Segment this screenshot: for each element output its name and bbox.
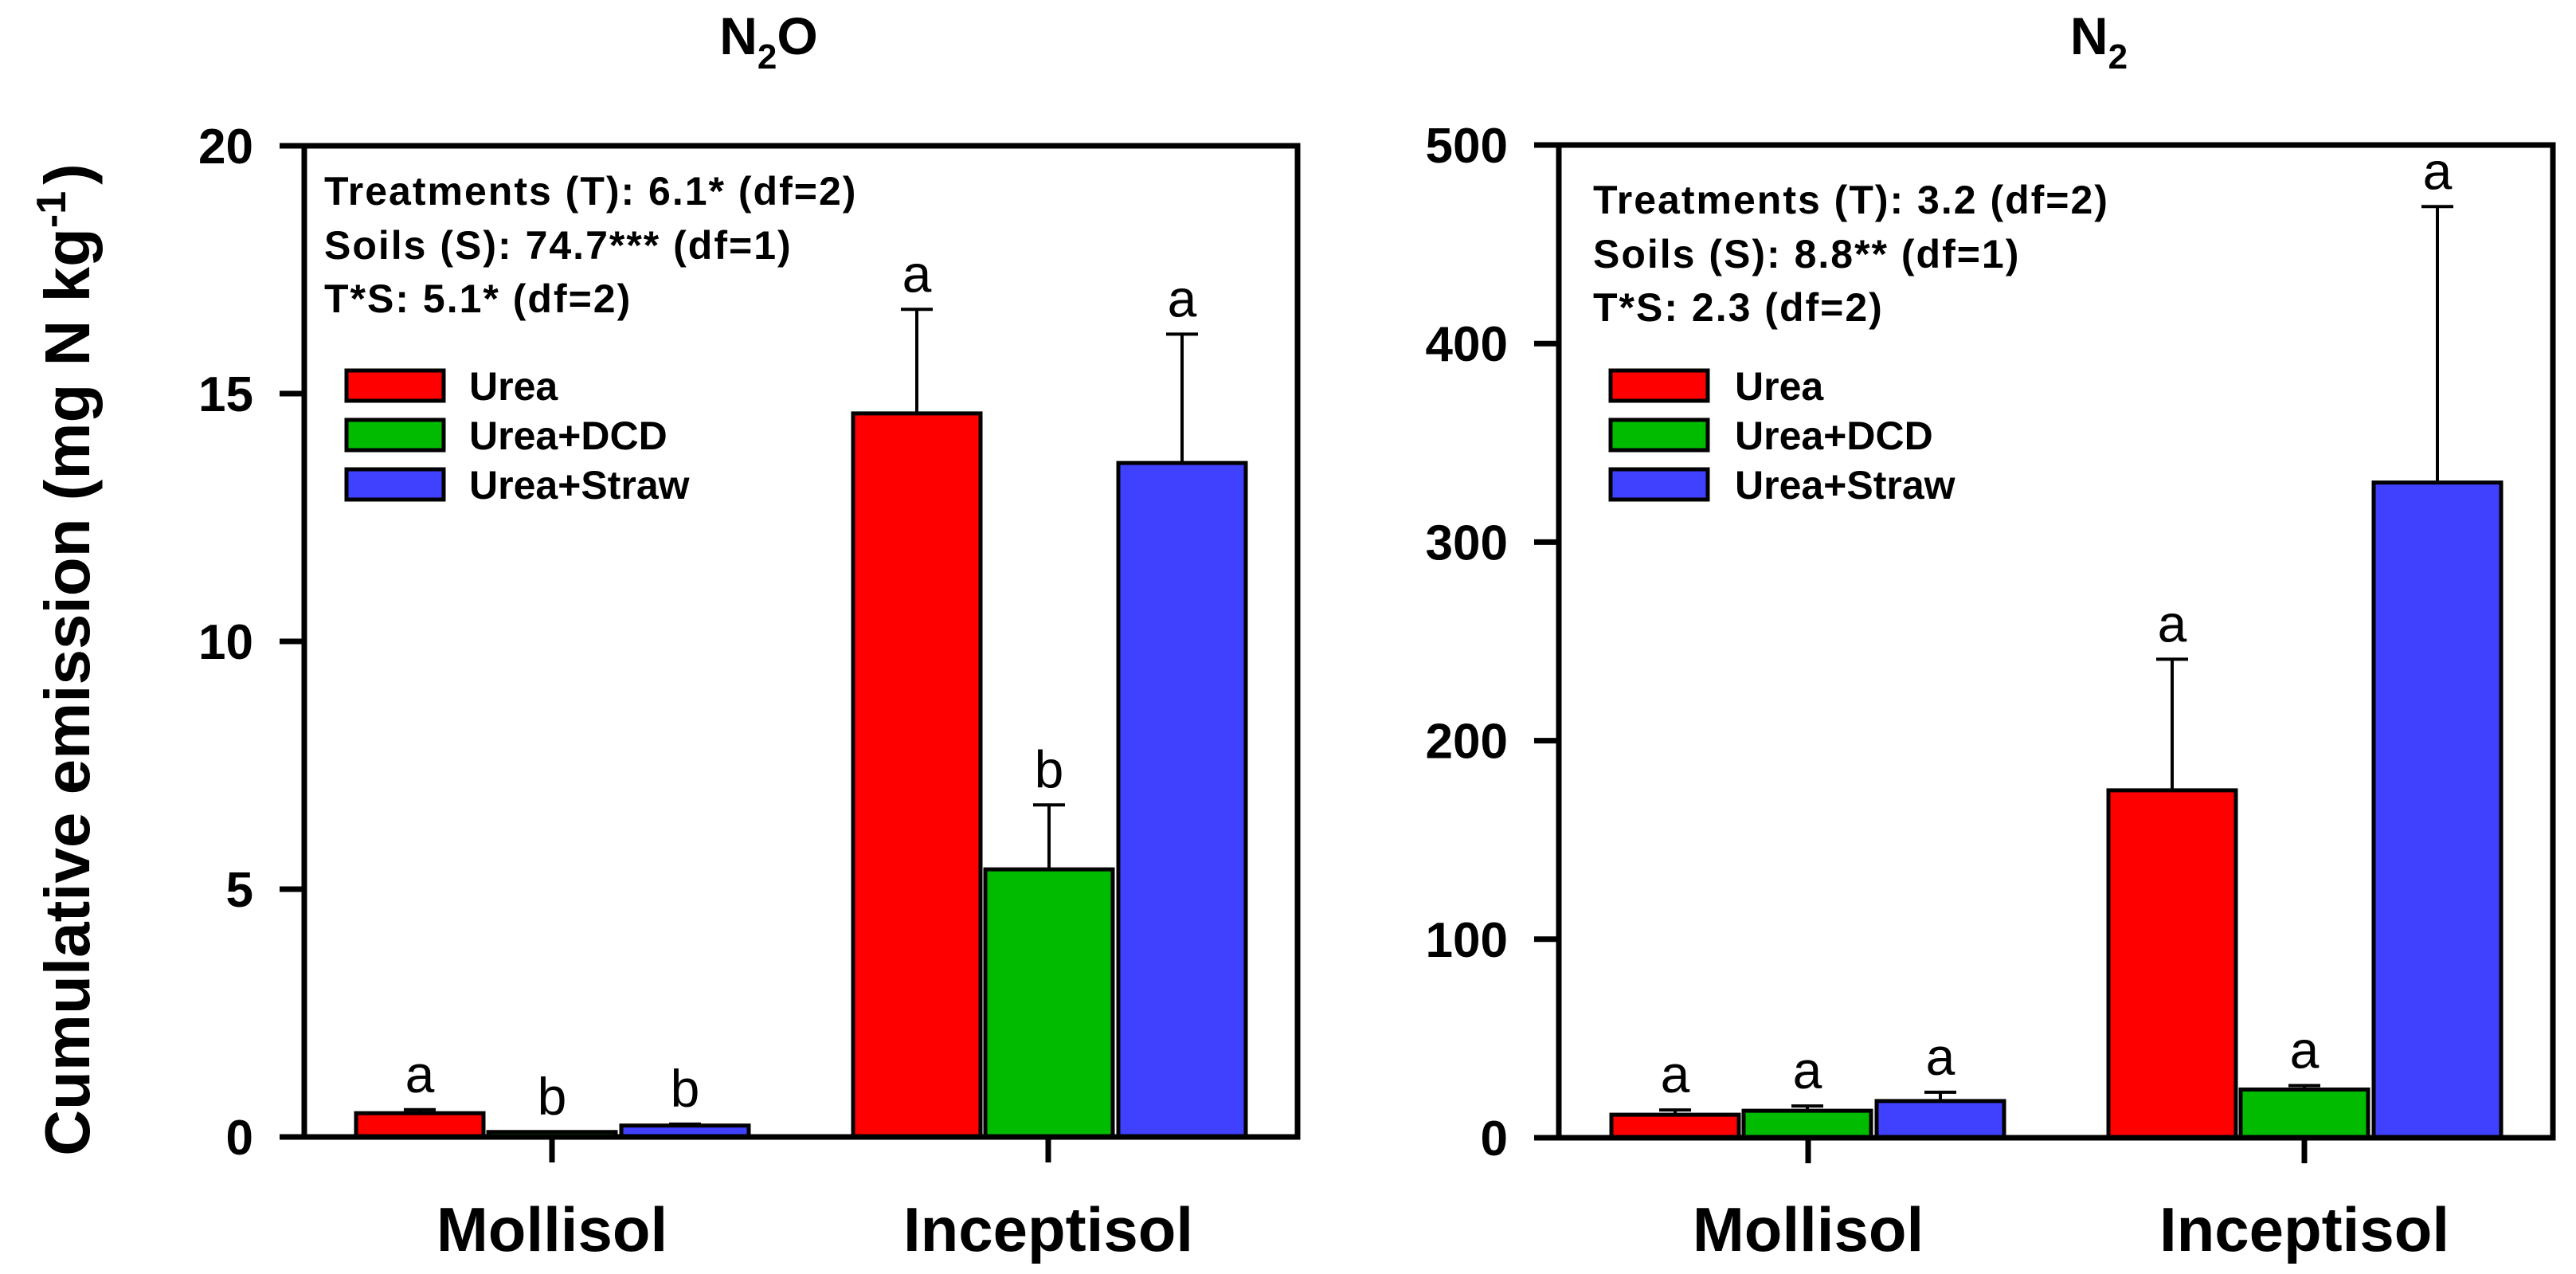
significance-letter: b	[671, 1059, 700, 1118]
significance-letters: a a a a a a	[1661, 141, 2453, 1103]
legend-swatch	[344, 368, 446, 403]
stat-line: T*S: 5.1* (df=2)	[324, 276, 632, 321]
legend-item: Urea+Straw	[344, 463, 690, 508]
bar-urea-dcd-mollisol	[1741, 1108, 1873, 1140]
y-tick-label: 400	[1426, 317, 1508, 372]
x-category-labels: Mollisol Inceptisol	[437, 1194, 1193, 1264]
y-tick-label: 10	[198, 615, 253, 670]
significance-letter: a	[902, 244, 932, 303]
title-subscript: 2	[2108, 37, 2128, 76]
y-axis-label-superscript: -1	[29, 191, 75, 228]
significance-letter: a	[2158, 594, 2187, 653]
anova-stats: Treatments (T): 6.1* (df=2) Soils (S): 7…	[324, 169, 857, 321]
legend-label: Urea	[469, 364, 558, 409]
significance-letter: a	[2423, 141, 2453, 200]
x-category-label: Inceptisol	[2159, 1194, 2449, 1264]
y-axis-label: Cumulative emission (mg N kg-1)	[29, 163, 103, 1156]
plot-frame	[301, 143, 1301, 1140]
significance-letter: a	[2290, 1020, 2320, 1079]
title-subscript: 2	[758, 37, 777, 76]
significance-letter: b	[538, 1067, 567, 1126]
x-ticks	[549, 1137, 1051, 1162]
y-tick-label: 200	[1426, 715, 1508, 770]
stat-line: Treatments (T): 3.2 (df=2)	[1593, 178, 2109, 222]
stat-line: Treatments (T): 6.1* (df=2)	[324, 169, 857, 214]
x-category-label: Inceptisol	[903, 1194, 1193, 1264]
y-axis-label-close: )	[32, 163, 103, 185]
legend: Urea Urea+DCD Urea+Straw	[1608, 364, 1955, 508]
axes-box	[1556, 142, 2556, 1141]
legend-label: Urea+DCD	[469, 414, 667, 458]
y-axis-label-main: Cumulative emission (mg N kg	[32, 228, 103, 1156]
legend-item: Urea+DCD	[344, 414, 667, 458]
bar-urea-straw-inceptisol	[1116, 461, 1248, 1139]
legend-item: Urea+DCD	[1608, 414, 1933, 458]
legend-swatch	[1608, 467, 1710, 502]
significance-letter: a	[1793, 1041, 1822, 1100]
y-tick-label: 0	[226, 1111, 253, 1166]
significance-letters: a a b b b a	[405, 244, 1197, 1126]
title-main: N	[719, 6, 758, 65]
x-category-label: Mollisol	[437, 1194, 667, 1264]
x-ticks	[1805, 1138, 2308, 1163]
y-ticks: 0 100 200 300 400 500	[1426, 119, 1559, 1166]
y-tick-label: 15	[198, 367, 253, 422]
bar-urea-dcd-inceptisol	[983, 867, 1115, 1139]
legend-label: Urea+Straw	[1735, 463, 1955, 508]
y-tick-label: 20	[198, 120, 253, 174]
stat-line: T*S: 2.3 (df=2)	[1593, 285, 1884, 330]
y-tick-label: 0	[1481, 1111, 1508, 1166]
axes-box	[301, 143, 1301, 1140]
error-bars	[1659, 205, 2453, 1115]
error-bars	[404, 308, 1198, 1126]
legend-label: Urea+Straw	[469, 463, 690, 508]
bar-urea-inceptisol	[2106, 788, 2238, 1140]
bar-urea-straw-inceptisol	[2371, 480, 2504, 1140]
y-ticks: 0 5 10 15 20	[198, 120, 304, 1166]
y-tick-label: 500	[1426, 119, 1508, 174]
stat-line: Soils (S): 74.7*** (df=1)	[324, 223, 793, 268]
bars	[354, 411, 1248, 1139]
significance-letter: b	[1035, 739, 1064, 798]
bar-urea-dcd-inceptisol	[2238, 1087, 2370, 1140]
legend-item: Urea	[1608, 364, 1824, 409]
y-tick-label: 5	[226, 863, 253, 918]
significance-letter: a	[405, 1045, 435, 1103]
legend: Urea Urea+DCD Urea+Straw	[344, 364, 690, 508]
anova-stats: Treatments (T): 3.2 (df=2) Soils (S): 8.…	[1593, 178, 2109, 330]
legend-swatch	[1608, 417, 1710, 453]
bar-urea-mollisol	[354, 1111, 486, 1139]
legend-label: Urea+DCD	[1735, 414, 1933, 458]
legend-swatch	[344, 467, 446, 502]
title-main: N	[2070, 6, 2108, 65]
y-tick-label: 100	[1426, 913, 1508, 968]
panel-n2o: N2O a a b b b a 0 5 10 15 20 Treatments (T): 6.1*…	[198, 6, 1301, 1264]
panel-title-n2: N2	[2070, 6, 2128, 76]
bar-urea-inceptisol	[851, 411, 983, 1139]
legend-item: Urea	[344, 364, 558, 409]
title-tail: O	[777, 6, 817, 65]
y-tick-label: 300	[1426, 515, 1508, 570]
x-category-label: Mollisol	[1693, 1194, 1924, 1264]
stat-line: Soils (S): 8.8** (df=1)	[1593, 232, 2020, 276]
significance-letter: a	[1926, 1027, 1955, 1086]
legend-swatch	[344, 417, 446, 453]
significance-letter: a	[1661, 1045, 1690, 1103]
bar-urea-mollisol	[1609, 1112, 1741, 1140]
panel-n2: N2 a a a a a a 0 100 200 300 400 500 Treatments (T…	[1426, 6, 2556, 1264]
plot-frame	[1556, 142, 2556, 1141]
x-category-labels: Mollisol Inceptisol	[1693, 1194, 2449, 1264]
legend-label: Urea	[1735, 364, 1824, 409]
bar-urea-straw-mollisol	[1874, 1099, 2006, 1140]
legend-swatch	[1608, 368, 1710, 403]
significance-letter: a	[1168, 269, 1197, 327]
panel-title-n2o: N2O	[719, 6, 818, 76]
legend-item: Urea+Straw	[1608, 463, 1955, 508]
bars	[1609, 480, 2504, 1140]
